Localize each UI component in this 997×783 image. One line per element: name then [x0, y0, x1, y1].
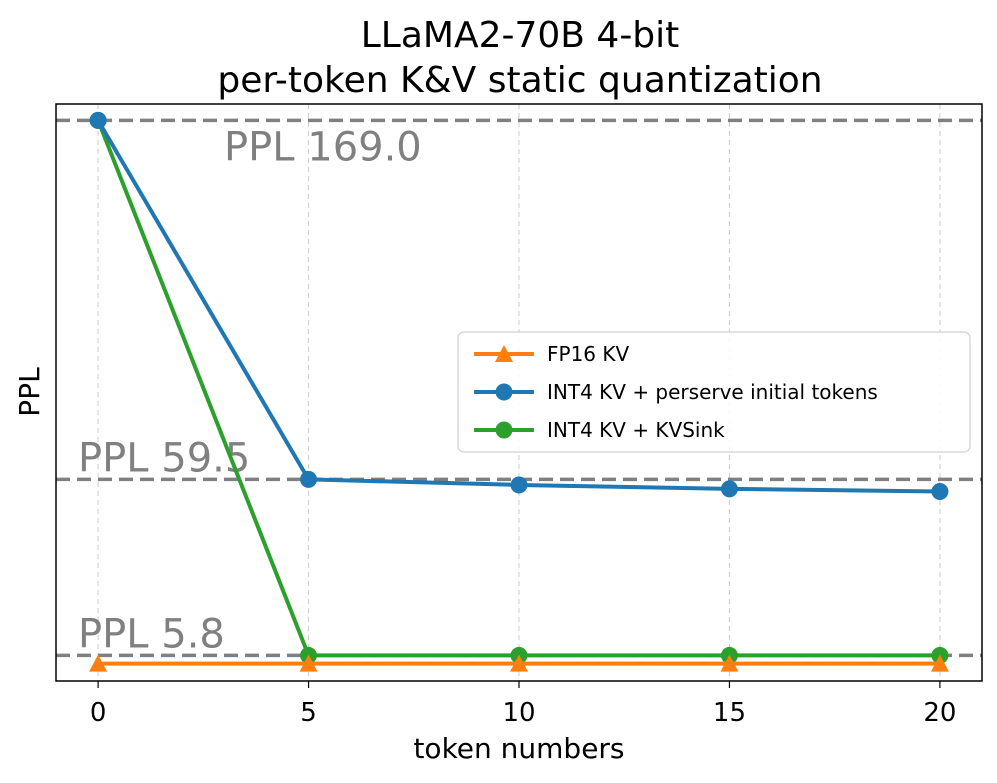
y-axis-label: PPL [13, 367, 46, 417]
x-axis-ticks: 0 5 10 15 20 [90, 681, 956, 728]
data-point [720, 654, 739, 672]
legend-swatch-marker [495, 345, 513, 362]
data-point [931, 483, 949, 501]
legend-item: FP16 KV [474, 342, 629, 366]
x-tick-label: 15 [713, 698, 746, 728]
legend-swatch-marker [495, 383, 513, 401]
x-axis-label: token numbers [413, 732, 624, 765]
chart-title-line-2: per-token K&V static quantization [217, 60, 822, 101]
legend-label: FP16 KV [547, 342, 629, 366]
legend-label: INT4 KV + perserve initial tokens [547, 380, 878, 404]
reference-line-label: PPL 169.0 [224, 124, 422, 170]
x-tick-label: 5 [300, 698, 317, 728]
chart-title-line-1: LLaMA2-70B 4-bit [361, 15, 680, 56]
legend-swatch-marker [495, 421, 513, 439]
data-point [89, 654, 108, 672]
series-layer [89, 111, 949, 672]
data-point [510, 476, 528, 494]
x-tick-label: 20 [923, 698, 956, 728]
legend-item: INT4 KV + KVSink [474, 418, 725, 442]
data-point [930, 654, 949, 672]
series-1 [89, 111, 949, 501]
data-point [300, 470, 318, 488]
series-0 [89, 654, 949, 672]
reference-line-label: PPL 5.8 [78, 611, 225, 657]
data-point [299, 654, 318, 672]
data-point [720, 480, 738, 498]
legend-label: INT4 KV + KVSink [547, 418, 725, 442]
data-point [89, 111, 107, 129]
legend: FP16 KV INT4 KV + perserve initial tokens… [457, 331, 971, 453]
x-tick-label: 0 [90, 698, 107, 728]
reference-line-label: PPL 59.5 [78, 435, 250, 481]
x-tick-label: 10 [502, 698, 535, 728]
legend-box [457, 331, 971, 453]
data-point [510, 654, 528, 672]
legend-item: INT4 KV + perserve initial tokens [474, 380, 878, 404]
